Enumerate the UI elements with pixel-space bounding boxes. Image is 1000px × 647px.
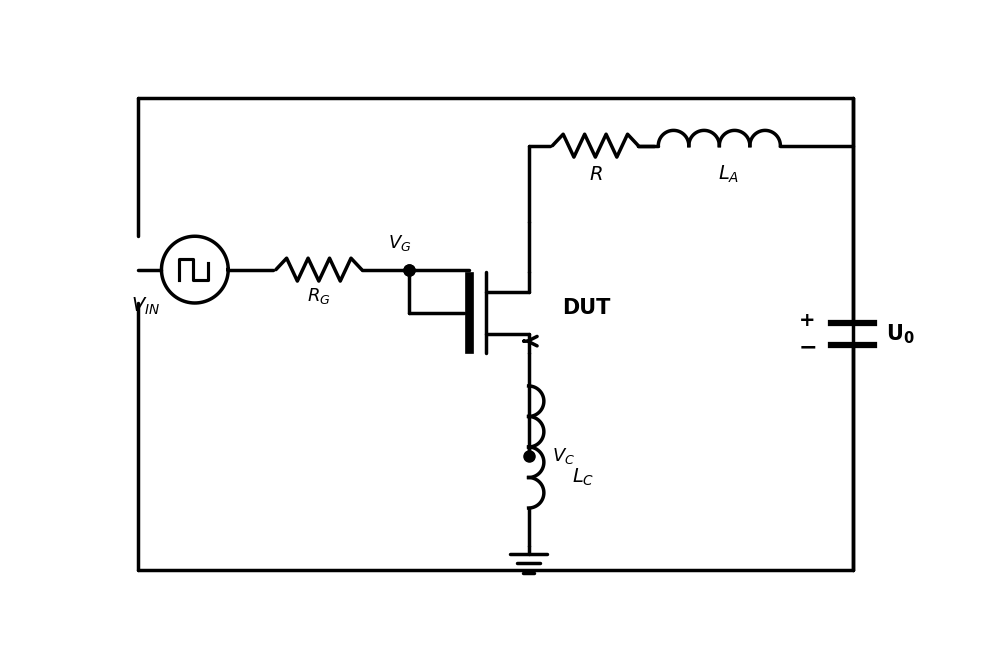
Text: $\mathbf{U_0}$: $\mathbf{U_0}$	[886, 322, 915, 345]
Text: $R$: $R$	[589, 165, 602, 184]
Text: $V_G$: $V_G$	[388, 233, 412, 253]
Text: +: +	[799, 311, 816, 330]
Text: $V_C$: $V_C$	[552, 446, 576, 466]
Text: $L_C$: $L_C$	[572, 467, 594, 488]
Text: $R_G$: $R_G$	[307, 287, 331, 306]
Text: $L_A$: $L_A$	[718, 164, 739, 185]
Text: −: −	[798, 337, 817, 357]
Text: $V_{IN}$: $V_{IN}$	[131, 295, 160, 316]
Text: DUT: DUT	[562, 298, 610, 318]
